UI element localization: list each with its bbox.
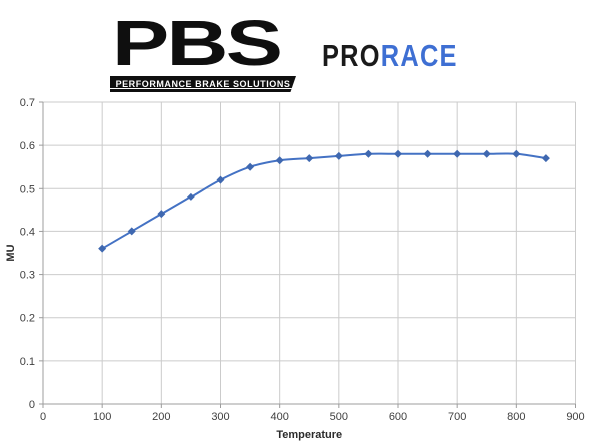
y-axis-title: MU — [5, 244, 17, 261]
header: PBS PERFORMANCE BRAKE SOLUTIONS PRORACE — [0, 0, 600, 98]
data-point-marker — [275, 156, 284, 165]
data-point-marker — [305, 154, 314, 163]
data-point-marker — [512, 149, 521, 158]
data-point-marker — [246, 162, 255, 171]
y-tick-label: 0.4 — [20, 226, 35, 238]
data-point-marker — [127, 227, 136, 236]
data-point-marker — [216, 175, 225, 184]
x-tick-label: 100 — [93, 411, 111, 423]
pbs-logo-acronym: PBS — [112, 7, 283, 79]
x-tick-label: 800 — [507, 411, 525, 423]
data-point-marker — [157, 210, 166, 219]
x-tick-label: 200 — [152, 411, 170, 423]
x-tick-label: 600 — [389, 411, 407, 423]
x-tick-label: 400 — [270, 411, 288, 423]
pbs-logo: PBS PERFORMANCE BRAKE SOLUTIONS — [110, 10, 310, 92]
x-tick-label: 300 — [211, 411, 229, 423]
y-tick-label: 0.3 — [20, 270, 35, 282]
x-tick-label: 500 — [330, 411, 348, 423]
x-tick-label: 700 — [448, 411, 466, 423]
data-point-marker — [541, 154, 550, 163]
prorace-pro-text: PRO — [322, 38, 381, 73]
prorace-race-text: RACE — [380, 38, 458, 73]
data-point-marker — [423, 149, 432, 158]
data-point-marker — [186, 192, 195, 201]
x-tick-label: 900 — [566, 411, 584, 423]
x-axis-title: Temperature — [276, 429, 342, 441]
prorace-wordmark: PRORACE — [322, 40, 458, 71]
y-tick-label: 0.5 — [20, 183, 35, 195]
y-tick-label: 0.7 — [20, 97, 35, 109]
data-point-marker — [334, 151, 343, 160]
x-tick-label: 0 — [40, 411, 46, 423]
data-point-marker — [98, 244, 107, 253]
y-tick-label: 0.6 — [20, 140, 35, 152]
y-tick-label: 0 — [29, 399, 35, 411]
pbs-logo-tagline: PERFORMANCE BRAKE SOLUTIONS — [110, 76, 296, 92]
data-point-marker — [482, 149, 491, 158]
data-point-marker — [453, 149, 462, 158]
data-point-marker — [394, 149, 402, 158]
y-tick-label: 0.1 — [20, 356, 35, 368]
data-point-marker — [364, 149, 373, 158]
mu-series-line — [101, 152, 547, 250]
y-tick-label: 0.2 — [20, 313, 35, 325]
